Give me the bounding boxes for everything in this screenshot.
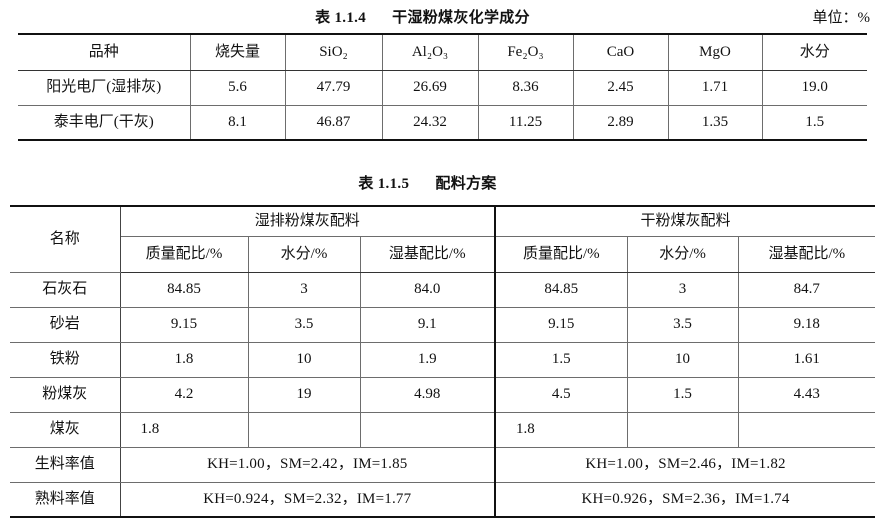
table-row: 煤灰 1.8 1.8 bbox=[10, 411, 876, 448]
table-row: 生料率值 KH=1.00，SM=2.42，IM=1.85 KH=1.00，SM=… bbox=[10, 446, 876, 483]
table2-cell: 3 bbox=[626, 271, 739, 308]
table2-cell bbox=[626, 411, 739, 448]
table2-row-label: 铁粉 bbox=[10, 341, 121, 378]
table2-cell: 1.5 bbox=[494, 341, 628, 378]
table2-caption-number: 表 1.1.5 bbox=[358, 176, 410, 192]
table2-cell: 1.8 bbox=[119, 411, 249, 448]
table1-caption-number: 表 1.1.4 bbox=[315, 10, 367, 26]
table2-cell bbox=[359, 411, 497, 448]
table2-subheader: 湿基配比/% bbox=[737, 235, 876, 273]
table2-cell: 9.15 bbox=[494, 306, 628, 343]
table2-subheader-row: 质量配比/% 水分/% 湿基配比/% 质量配比/% 水分/% 湿基配比/% bbox=[10, 235, 876, 273]
table2-summary-cell: KH=0.924，SM=2.32，IM=1.77 bbox=[119, 481, 497, 518]
table2-summary-cell: KH=0.926，SM=2.36，IM=1.74 bbox=[494, 481, 876, 518]
table2-cell: 9.1 bbox=[359, 306, 497, 343]
table2-cell: 1.8 bbox=[494, 411, 628, 448]
table2-cell: 3.5 bbox=[626, 306, 739, 343]
table-row: 泰丰电厂(干灰) 8.1 46.87 24.32 11.25 2.89 1.35… bbox=[18, 104, 867, 141]
table1-header-cell: 烧失量 bbox=[189, 33, 286, 71]
table2-cell: 4.5 bbox=[494, 376, 628, 413]
table2-cell: 84.85 bbox=[494, 271, 628, 308]
table2-caption: 表 1.1.5 配料方案 bbox=[0, 172, 885, 193]
table-mix-proportion: 名称 湿排粉煤灰配料 干粉煤灰配料 质量配比/% 水分/% 湿基配比/% 质量配… bbox=[10, 205, 876, 518]
table-row: 阳光电厂(湿排灰) 5.6 47.79 26.69 8.36 2.45 1.71… bbox=[18, 69, 867, 106]
table1-unit-label: 单位：% bbox=[812, 10, 871, 26]
table1-header-cell: Fe₂O₃ bbox=[477, 33, 574, 71]
table1-row-label: 阳光电厂(湿排灰) bbox=[18, 69, 191, 106]
table2-cell: 84.85 bbox=[119, 271, 249, 308]
table2-cell bbox=[737, 411, 876, 448]
table1-cell: 8.36 bbox=[477, 69, 574, 106]
table2-group-header: 湿排粉煤灰配料 bbox=[119, 205, 497, 237]
table2-row-label: 生料率值 bbox=[10, 446, 121, 483]
table2-cell: 3.5 bbox=[247, 306, 361, 343]
table2-group-header-row: 名称 湿排粉煤灰配料 干粉煤灰配料 bbox=[10, 205, 876, 273]
table2-group-header: 干粉煤灰配料 bbox=[494, 205, 876, 237]
table2-caption-title: 配料方案 bbox=[435, 176, 497, 192]
table2-cell: 19 bbox=[247, 376, 361, 413]
table2-cell: 4.98 bbox=[359, 376, 497, 413]
table1-cell: 11.25 bbox=[477, 104, 574, 141]
table2-summary-cell: KH=1.00，SM=2.42，IM=1.85 bbox=[119, 446, 497, 483]
table2-row-label: 粉煤灰 bbox=[10, 376, 121, 413]
table2-cell: 1.61 bbox=[737, 341, 876, 378]
table1-cell: 1.71 bbox=[667, 69, 763, 106]
table1-header-cell: SiO₂ bbox=[284, 33, 383, 71]
table1-cell: 1.35 bbox=[667, 104, 763, 141]
table1-header-cell: 水分 bbox=[761, 33, 867, 71]
table2-cell: 10 bbox=[626, 341, 739, 378]
table1-header-cell: CaO bbox=[572, 33, 669, 71]
table2-row-label: 煤灰 bbox=[10, 411, 121, 448]
table2-cell: 1.8 bbox=[119, 341, 249, 378]
table1-cell: 19.0 bbox=[761, 69, 867, 106]
table2-subheader: 湿基配比/% bbox=[359, 235, 497, 273]
table1-caption: 表 1.1.4 干湿粉煤灰化学成分 bbox=[0, 6, 885, 27]
table-chemical-composition: 品种 烧失量 SiO₂ Al₂O₃ Fe₂O₃ CaO MgO 水分 阳光电厂(… bbox=[18, 33, 867, 141]
table1-cell: 2.89 bbox=[572, 104, 669, 141]
table2-row-label: 砂岩 bbox=[10, 306, 121, 343]
table-row: 铁粉 1.8 10 1.9 1.5 10 1.61 bbox=[10, 341, 876, 378]
table2-cell: 4.2 bbox=[119, 376, 249, 413]
table1-caption-title: 干湿粉煤灰化学成分 bbox=[392, 10, 530, 26]
table1-header-cell: MgO bbox=[667, 33, 763, 71]
table1-header-row: 品种 烧失量 SiO₂ Al₂O₃ Fe₂O₃ CaO MgO 水分 bbox=[18, 33, 867, 71]
table1-cell: 2.45 bbox=[572, 69, 669, 106]
table1-header-cell: Al₂O₃ bbox=[381, 33, 479, 71]
table2-subheader: 质量配比/% bbox=[120, 235, 249, 273]
table-row: 砂岩 9.15 3.5 9.1 9.15 3.5 9.18 bbox=[10, 306, 876, 343]
table2-subheader: 水分/% bbox=[626, 235, 739, 273]
table2-cell: 1.5 bbox=[626, 376, 739, 413]
table-row: 石灰石 84.85 3 84.0 84.85 3 84.7 bbox=[10, 271, 876, 308]
table2-row-label: 石灰石 bbox=[10, 271, 121, 308]
table1-cell: 5.6 bbox=[189, 69, 286, 106]
table-row: 粉煤灰 4.2 19 4.98 4.5 1.5 4.43 bbox=[10, 376, 876, 413]
table1-header-cell: 品种 bbox=[18, 33, 191, 71]
table2-row-label: 熟料率值 bbox=[10, 481, 121, 518]
table2-cell bbox=[247, 411, 361, 448]
table-row: 熟料率值 KH=0.924，SM=2.32，IM=1.77 KH=0.926，S… bbox=[10, 481, 876, 518]
table2-cell: 9.18 bbox=[737, 306, 876, 343]
table2-cell: 4.43 bbox=[737, 376, 876, 413]
table2-cell: 9.15 bbox=[119, 306, 249, 343]
table1-cell: 8.1 bbox=[189, 104, 286, 141]
table1-cell: 24.32 bbox=[381, 104, 479, 141]
table1-cell: 46.87 bbox=[284, 104, 383, 141]
table2-name-header: 名称 bbox=[10, 205, 121, 273]
table2-summary-cell: KH=1.00，SM=2.46，IM=1.82 bbox=[494, 446, 876, 483]
table1-cell: 47.79 bbox=[284, 69, 383, 106]
table2-subheader: 质量配比/% bbox=[494, 235, 628, 273]
table2-cell: 10 bbox=[247, 341, 361, 378]
table2-cell: 84.7 bbox=[737, 271, 876, 308]
table2-cell: 3 bbox=[247, 271, 361, 308]
table1-cell: 1.5 bbox=[761, 104, 867, 141]
table2-subheader: 水分/% bbox=[247, 235, 361, 273]
table1-row-label: 泰丰电厂(干灰) bbox=[18, 104, 191, 141]
table2-cell: 1.9 bbox=[359, 341, 497, 378]
table2-cell: 84.0 bbox=[359, 271, 497, 308]
table1-cell: 26.69 bbox=[381, 69, 479, 106]
